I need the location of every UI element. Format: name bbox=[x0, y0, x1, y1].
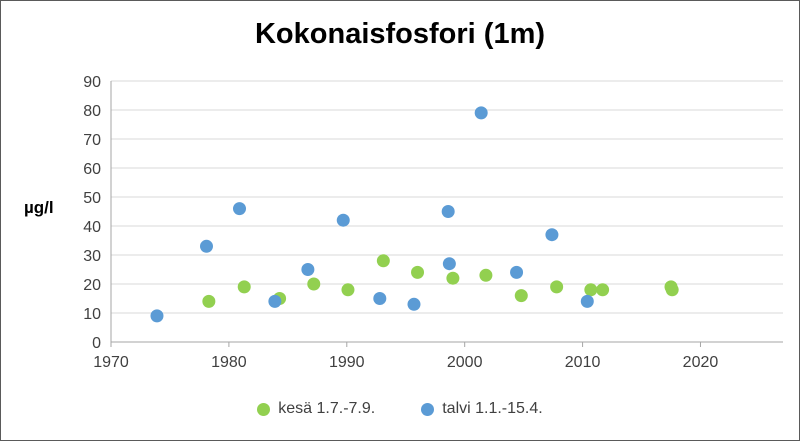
y-tick-label-0: 0 bbox=[92, 335, 101, 352]
data-point-s1-6 bbox=[373, 292, 387, 305]
x-tick-label-1970: 1970 bbox=[93, 354, 129, 371]
y-tick-label-30: 30 bbox=[83, 248, 101, 265]
y-tick-label-80: 80 bbox=[83, 103, 101, 120]
y-tick-label-20: 20 bbox=[83, 277, 101, 294]
data-point-s1-11 bbox=[510, 265, 524, 279]
data-point-s1-4 bbox=[301, 263, 315, 276]
data-point-s0-0 bbox=[202, 294, 216, 308]
data-point-s0-7 bbox=[446, 271, 460, 285]
legend-marker-kesa bbox=[257, 402, 271, 416]
y-tick-label-70: 70 bbox=[83, 132, 101, 149]
legend: kesä 1.7.-7.9. talvi 1.1.-15.4. bbox=[0, 400, 800, 418]
legend-label-kesa: kesä 1.7.-7.9. bbox=[278, 400, 376, 417]
y-axis-label: µg/l bbox=[24, 198, 54, 217]
data-point-s1-9 bbox=[442, 257, 456, 271]
data-point-s1-1 bbox=[199, 239, 213, 253]
legend-item-talvi: talvi 1.1.-15.4. bbox=[421, 400, 543, 418]
y-tick-label-40: 40 bbox=[83, 219, 101, 236]
data-point-s1-0 bbox=[150, 309, 164, 323]
data-point-s1-10 bbox=[474, 106, 488, 120]
x-tick-label-1990: 1990 bbox=[329, 354, 365, 371]
data-point-s1-3 bbox=[268, 294, 282, 308]
data-point-s0-11 bbox=[584, 283, 598, 297]
data-point-s0-10 bbox=[550, 280, 564, 294]
data-point-s1-7 bbox=[407, 297, 421, 311]
x-tick-label-2000: 2000 bbox=[447, 354, 483, 371]
y-tick-label-60: 60 bbox=[83, 161, 101, 178]
data-point-s0-8 bbox=[479, 268, 493, 282]
y-tick-label-50: 50 bbox=[83, 190, 101, 207]
x-tick-label-2010: 2010 bbox=[565, 354, 601, 371]
data-point-s0-9 bbox=[514, 289, 528, 303]
data-point-s0-4 bbox=[341, 283, 355, 297]
x-tick-label-1980: 1980 bbox=[211, 354, 247, 371]
data-point-s1-8 bbox=[441, 205, 455, 218]
data-point-s0-3 bbox=[307, 277, 321, 291]
legend-label-talvi: talvi 1.1.-15.4. bbox=[442, 400, 543, 417]
chart-title: Kokonaisfosfori (1m) bbox=[254, 18, 546, 50]
y-tick-label-90: 90 bbox=[83, 74, 101, 91]
data-point-s0-6 bbox=[411, 265, 425, 279]
data-point-s1-12 bbox=[545, 228, 559, 242]
data-point-s1-2 bbox=[233, 202, 247, 216]
legend-item-kesa: kesä 1.7.-7.9. bbox=[257, 400, 375, 418]
data-point-s0-5 bbox=[376, 254, 390, 268]
data-point-s1-5 bbox=[336, 213, 350, 227]
data-point-s0-14 bbox=[665, 283, 679, 297]
data-point-s0-12 bbox=[596, 283, 610, 297]
data-point-s1-13 bbox=[580, 294, 594, 308]
x-tick-label-2020: 2020 bbox=[683, 354, 719, 371]
y-tick-label-10: 10 bbox=[83, 306, 101, 323]
data-point-s0-1 bbox=[237, 280, 251, 294]
legend-marker-talvi bbox=[421, 402, 435, 416]
